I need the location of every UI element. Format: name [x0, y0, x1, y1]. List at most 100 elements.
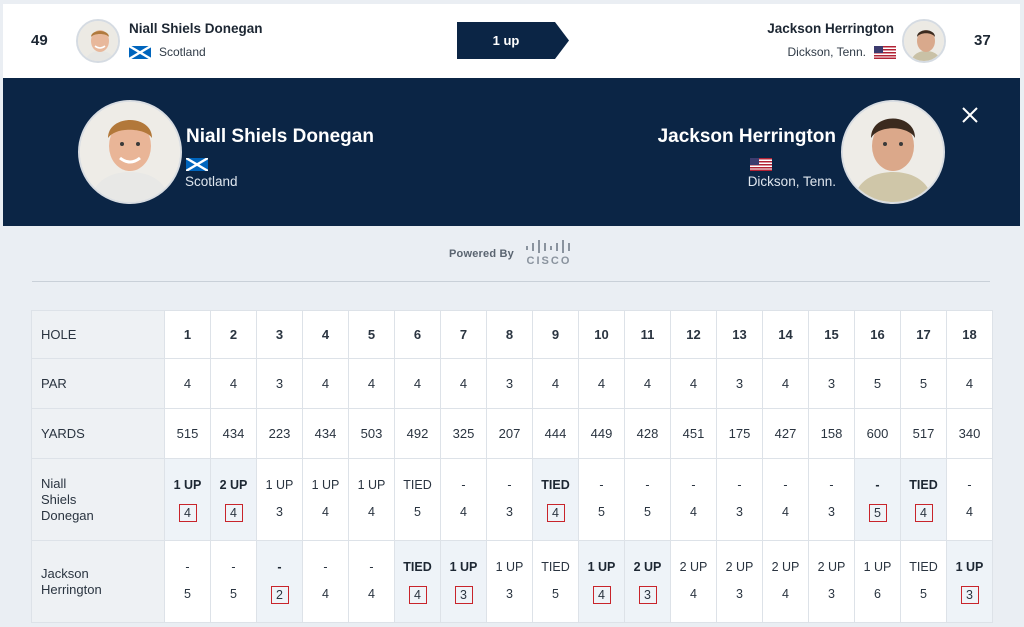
stroke-score: 3	[960, 585, 979, 604]
yards-cell-5: 503	[349, 409, 395, 459]
par-cell-11: 4	[625, 359, 671, 409]
yards-cell-4: 434	[303, 409, 349, 459]
match-status: 2 UP	[679, 559, 708, 574]
yards-cell-7: 325	[441, 409, 487, 459]
usa-flag-icon	[750, 158, 772, 171]
match-status: 1 UP	[955, 559, 984, 574]
stroke-score: 4	[224, 503, 243, 522]
player1-avatar	[76, 19, 120, 63]
player2-hole-8: 1 UP 3	[487, 541, 533, 623]
cisco-bars-icon	[525, 240, 570, 253]
match-status: 2 UP	[219, 477, 248, 492]
hole-cell-11: 11	[625, 310, 671, 359]
hole-cell-3: 3	[257, 310, 303, 359]
stroke-score: 4	[546, 503, 565, 522]
stroke-score: 3	[828, 504, 835, 519]
match-status: -	[461, 477, 466, 492]
match-status: 1 UP	[173, 477, 202, 492]
player2-hole-1: -5	[165, 541, 211, 623]
player1-row-name-line: Shiels	[41, 491, 77, 507]
player1-hole-13: -3	[717, 459, 763, 541]
player1-hole-10: -5	[579, 459, 625, 541]
stroke-score: 4	[782, 504, 789, 519]
player2-hole-5: -4	[349, 541, 395, 623]
player2-hole-12: 2 UP 4	[671, 541, 717, 623]
player1-name: Niall Shiels Donegan	[129, 21, 263, 36]
match-status-text: 1 up	[492, 33, 520, 48]
match-status: TIED	[403, 559, 432, 574]
player1-header-location: Scotland	[185, 174, 238, 189]
player2-name: Jackson Herrington	[767, 21, 894, 36]
player2-hole-7: 1 UP 3	[441, 541, 487, 623]
match-status: 2 UP	[817, 559, 846, 574]
par-cell-10: 4	[579, 359, 625, 409]
player1-hole-2: 2 UP 4	[211, 459, 257, 541]
match-status: -	[967, 477, 972, 492]
player1-hole-8: -3	[487, 459, 533, 541]
stroke-score: 4	[592, 585, 611, 604]
yards-cell-9: 444	[533, 409, 579, 459]
player1-location-row: Scotland	[129, 45, 206, 59]
stroke-score: 5	[414, 504, 421, 519]
player1-hole-16: -5	[855, 459, 901, 541]
stroke-score: 3	[736, 586, 743, 601]
stroke-score: 4	[368, 504, 375, 519]
match-status-badge: 1 up	[457, 22, 569, 59]
stroke-score: 4	[178, 503, 197, 522]
player2-row-name-line: Herrington	[41, 581, 102, 597]
hole-cell-16: 16	[855, 310, 901, 359]
player1-hole-1: 1 UP 4	[165, 459, 211, 541]
match-status: 1 UP	[357, 477, 386, 492]
stroke-score: 6	[874, 586, 881, 601]
player1-score-row: Niall Shiels Donegan 1 UP 4 2 UP 4 1 UP 3 1 UP 4 1 …	[31, 459, 993, 541]
player2-hole-3: -2	[257, 541, 303, 623]
player2-hole-2: -5	[211, 541, 257, 623]
hole-cell-5: 5	[349, 310, 395, 359]
usa-flag-icon	[874, 45, 896, 59]
par-cell-5: 4	[349, 359, 395, 409]
cisco-logo: CISCO	[524, 240, 574, 267]
player2-seed: 37	[974, 32, 991, 49]
hole-cell-14: 14	[763, 310, 809, 359]
par-cell-12: 4	[671, 359, 717, 409]
match-status: 2 UP	[771, 559, 800, 574]
par-cell-4: 4	[303, 359, 349, 409]
match-status: -	[369, 559, 374, 574]
player1-row-name-line: Donegan	[41, 507, 94, 523]
par-cell-9: 4	[533, 359, 579, 409]
match-status: 1 UP	[863, 559, 892, 574]
stroke-score: 5	[920, 586, 927, 601]
match-status: TIED	[909, 559, 938, 574]
match-status: 2 UP	[633, 559, 662, 574]
hole-cell-17: 17	[901, 310, 947, 359]
yards-cell-18: 340	[947, 409, 993, 459]
par-row: PAR 4 4 3 4 4 4 4 3 4 4 4 4 3 4 3 5 5 4	[31, 359, 993, 409]
yards-row: YARDS 515 434 223 434 503 492 325 207 444 449 428 45…	[31, 409, 993, 459]
yards-cell-13: 175	[717, 409, 763, 459]
stroke-score: 4	[460, 504, 467, 519]
player2-header-location: Dickson, Tenn.	[747, 174, 836, 189]
player2-hole-16: 1 UP 6	[855, 541, 901, 623]
match-status: TIED	[541, 559, 570, 574]
close-button[interactable]	[959, 104, 981, 126]
player1-hole-11: -5	[625, 459, 671, 541]
player1-hole-14: -4	[763, 459, 809, 541]
player1-row-label: Niall Shiels Donegan	[31, 459, 165, 541]
match-status: 1 UP	[449, 559, 478, 574]
player2-hole-17: TIED 5	[901, 541, 947, 623]
player1-seed: 49	[31, 32, 48, 49]
match-summary-bar: 49 Niall Shiels Donegan Scotland 1 up Ja…	[3, 4, 1020, 78]
scotland-flag-icon	[129, 45, 151, 59]
player2-hole-4: -4	[303, 541, 349, 623]
player2-location: Dickson, Tenn.	[787, 45, 867, 59]
stroke-score: 3	[506, 504, 513, 519]
yards-row-label: YARDS	[31, 409, 165, 459]
stroke-score: 5	[552, 586, 559, 601]
hole-row-label: HOLE	[31, 310, 165, 359]
stroke-score: 3	[454, 585, 473, 604]
hole-cell-12: 12	[671, 310, 717, 359]
player1-hole-3: 1 UP 3	[257, 459, 303, 541]
stroke-score: 3	[638, 585, 657, 604]
hole-row: HOLE 1 2 3 4 5 6 7 8 9 10 11 12 13 14 15 16 17 18	[31, 310, 993, 359]
par-cell-15: 3	[809, 359, 855, 409]
